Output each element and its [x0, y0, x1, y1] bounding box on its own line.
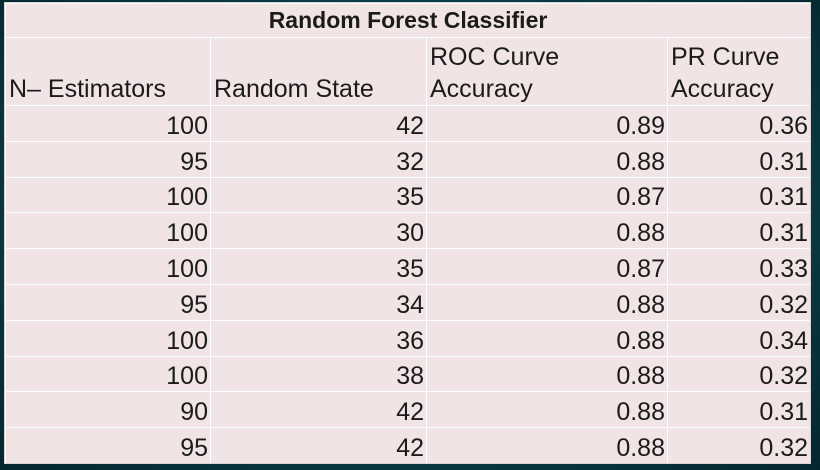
cell-random-state: 36: [210, 319, 427, 357]
cell-random-state: 35: [210, 176, 427, 214]
cell-pr-curve-accuracy: 0.31: [666, 391, 810, 429]
table-body: 100 42 0.89 0.36 95 32 0.88 0.31 100 35 0.87 0.31 10…: [5, 105, 810, 463]
column-header-roc-curve-accuracy: ROC Curve Accuracy: [426, 37, 668, 106]
cell-pr-curve-accuracy: 0.31: [666, 140, 810, 178]
cell-pr-curve-accuracy: 0.33: [666, 248, 810, 285]
table-title: Random Forest Classifier: [5, 3, 810, 38]
cell-n-estimators: 100: [5, 319, 211, 357]
table-frame: Random Forest Classifier N– Estimators R…: [4, 2, 811, 464]
cell-roc-curve-accuracy: 0.88: [426, 427, 668, 463]
cell-n-estimators: 100: [5, 105, 211, 142]
cell-n-estimators: 100: [5, 355, 211, 393]
column-header-n-estimators: N– Estimators: [5, 37, 211, 106]
cell-random-state: 42: [210, 105, 427, 142]
table-row: 100 35 0.87 0.33: [5, 248, 810, 285]
cell-random-state: 30: [210, 212, 427, 250]
cell-random-state: 42: [210, 391, 427, 429]
cell-random-state: 38: [210, 355, 427, 393]
cell-roc-curve-accuracy: 0.88: [426, 140, 668, 178]
header-row: N– Estimators Random State ROC Curve Acc…: [5, 37, 810, 106]
cell-roc-curve-accuracy: 0.88: [426, 355, 668, 393]
cell-pr-curve-accuracy: 0.31: [666, 212, 810, 250]
cell-random-state: 35: [210, 248, 427, 285]
table-row: 95 32 0.88 0.31: [5, 140, 810, 178]
cell-roc-curve-accuracy: 0.88: [426, 283, 668, 321]
cell-pr-curve-accuracy: 0.36: [666, 105, 810, 142]
cell-n-estimators: 100: [5, 212, 211, 250]
table-row: 100 35 0.87 0.31: [5, 176, 810, 214]
table-row: 90 42 0.88 0.31: [5, 391, 810, 429]
table-row: 95 42 0.88 0.32: [5, 427, 810, 463]
column-header-pr-curve-accuracy: PR Curve Accuracy: [666, 37, 810, 106]
cell-roc-curve-accuracy: 0.89: [426, 105, 668, 142]
cell-pr-curve-accuracy: 0.32: [666, 283, 810, 321]
table-row: 100 30 0.88 0.31: [5, 212, 810, 250]
table-row: 95 34 0.88 0.32: [5, 283, 810, 321]
cell-roc-curve-accuracy: 0.87: [426, 176, 668, 214]
cell-pr-curve-accuracy: 0.34: [666, 319, 810, 357]
table-row: 100 42 0.89 0.36: [5, 105, 810, 142]
cell-roc-curve-accuracy: 0.88: [426, 391, 668, 429]
table-row: 100 38 0.88 0.32: [5, 355, 810, 393]
cell-n-estimators: 100: [5, 248, 211, 285]
cell-pr-curve-accuracy: 0.32: [666, 355, 810, 393]
results-table: Random Forest Classifier N– Estimators R…: [5, 3, 810, 463]
cell-n-estimators: 95: [5, 283, 211, 321]
cell-roc-curve-accuracy: 0.87: [426, 248, 668, 285]
title-row: Random Forest Classifier: [5, 3, 810, 38]
cell-pr-curve-accuracy: 0.32: [666, 427, 810, 463]
cell-random-state: 42: [210, 427, 427, 463]
cell-n-estimators: 100: [5, 176, 211, 214]
cell-n-estimators: 95: [5, 427, 211, 463]
cell-random-state: 34: [210, 283, 427, 321]
column-header-random-state: Random State: [210, 37, 427, 106]
cell-roc-curve-accuracy: 0.88: [426, 319, 668, 357]
cell-n-estimators: 90: [5, 391, 211, 429]
cell-n-estimators: 95: [5, 140, 211, 178]
cell-roc-curve-accuracy: 0.88: [426, 212, 668, 250]
table-row: 100 36 0.88 0.34: [5, 319, 810, 357]
cell-random-state: 32: [210, 140, 427, 178]
cell-pr-curve-accuracy: 0.31: [666, 176, 810, 214]
